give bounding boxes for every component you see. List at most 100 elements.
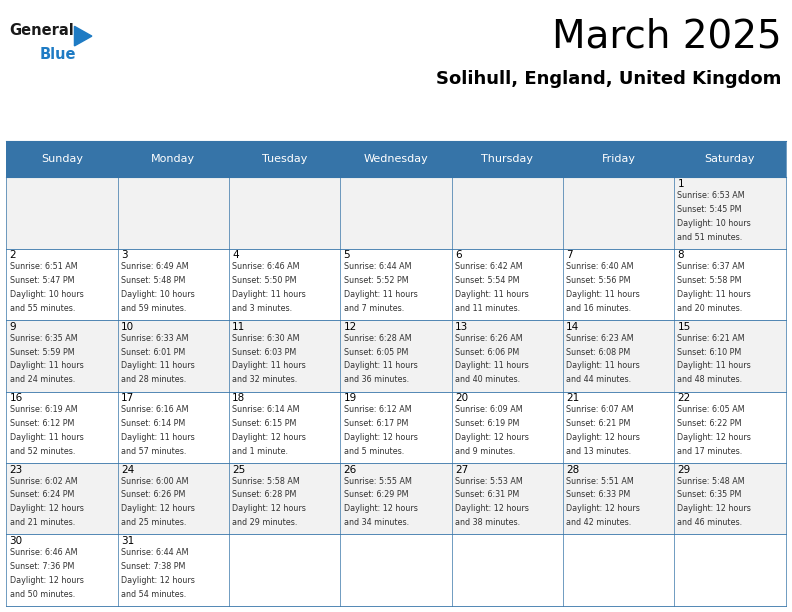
Text: and 59 minutes.: and 59 minutes. <box>121 304 186 313</box>
Text: Sunset: 6:22 PM: Sunset: 6:22 PM <box>677 419 742 428</box>
Text: and 40 minutes.: and 40 minutes. <box>455 375 520 384</box>
Text: 10: 10 <box>121 322 134 332</box>
Bar <box>118 534 229 606</box>
Text: and 52 minutes.: and 52 minutes. <box>10 447 75 456</box>
Bar <box>563 177 674 249</box>
Text: and 9 minutes.: and 9 minutes. <box>455 447 515 456</box>
Text: Sunset: 6:28 PM: Sunset: 6:28 PM <box>232 490 296 499</box>
Text: and 38 minutes.: and 38 minutes. <box>455 518 520 527</box>
Text: 22: 22 <box>677 393 691 403</box>
Text: Sunrise: 6:12 AM: Sunrise: 6:12 AM <box>344 405 411 414</box>
Text: Daylight: 11 hours: Daylight: 11 hours <box>455 290 528 299</box>
Text: Daylight: 12 hours: Daylight: 12 hours <box>455 504 529 513</box>
Text: Sunset: 6:12 PM: Sunset: 6:12 PM <box>10 419 74 428</box>
Text: Daylight: 12 hours: Daylight: 12 hours <box>121 576 195 584</box>
Text: 4: 4 <box>232 250 239 260</box>
Text: Sunrise: 6:51 AM: Sunrise: 6:51 AM <box>10 263 77 271</box>
Bar <box>118 320 229 392</box>
Text: Sunrise: 6:33 AM: Sunrise: 6:33 AM <box>121 334 188 343</box>
Text: Sunset: 6:31 PM: Sunset: 6:31 PM <box>455 490 519 499</box>
Bar <box>6 141 118 177</box>
Bar <box>229 249 341 320</box>
Bar <box>451 320 563 392</box>
Text: 20: 20 <box>455 393 468 403</box>
Text: Sunset: 6:10 PM: Sunset: 6:10 PM <box>677 348 742 357</box>
Text: Daylight: 12 hours: Daylight: 12 hours <box>10 576 83 584</box>
Text: Friday: Friday <box>602 154 636 164</box>
Text: Daylight: 12 hours: Daylight: 12 hours <box>677 433 752 442</box>
Text: Sunset: 5:56 PM: Sunset: 5:56 PM <box>566 276 630 285</box>
Text: Thursday: Thursday <box>482 154 533 164</box>
Bar <box>674 320 786 392</box>
Text: and 21 minutes.: and 21 minutes. <box>10 518 74 527</box>
Text: and 11 minutes.: and 11 minutes. <box>455 304 520 313</box>
Text: Sunrise: 6:16 AM: Sunrise: 6:16 AM <box>121 405 188 414</box>
Text: Daylight: 11 hours: Daylight: 11 hours <box>677 362 752 370</box>
Bar <box>674 463 786 534</box>
Text: 5: 5 <box>344 250 350 260</box>
Text: Sunset: 6:26 PM: Sunset: 6:26 PM <box>121 490 185 499</box>
Text: and 5 minutes.: and 5 minutes. <box>344 447 404 456</box>
Bar <box>451 249 563 320</box>
Text: Sunset: 6:24 PM: Sunset: 6:24 PM <box>10 490 74 499</box>
Text: Sunset: 6:08 PM: Sunset: 6:08 PM <box>566 348 630 357</box>
Text: Sunrise: 6:40 AM: Sunrise: 6:40 AM <box>566 263 634 271</box>
Text: Sunrise: 6:21 AM: Sunrise: 6:21 AM <box>677 334 745 343</box>
Text: Sunrise: 6:19 AM: Sunrise: 6:19 AM <box>10 405 77 414</box>
Text: 6: 6 <box>455 250 462 260</box>
Text: and 57 minutes.: and 57 minutes. <box>121 447 186 456</box>
Text: 14: 14 <box>566 322 580 332</box>
Bar <box>563 463 674 534</box>
Text: Sunset: 6:17 PM: Sunset: 6:17 PM <box>344 419 408 428</box>
Text: General: General <box>10 23 74 39</box>
Text: Daylight: 11 hours: Daylight: 11 hours <box>566 362 640 370</box>
Bar <box>341 320 451 392</box>
Bar <box>451 141 563 177</box>
Text: and 42 minutes.: and 42 minutes. <box>566 518 631 527</box>
Text: 25: 25 <box>232 465 246 474</box>
Text: and 51 minutes.: and 51 minutes. <box>677 233 743 242</box>
Text: Sunset: 5:59 PM: Sunset: 5:59 PM <box>10 348 74 357</box>
Bar <box>118 141 229 177</box>
Text: Sunset: 6:03 PM: Sunset: 6:03 PM <box>232 348 296 357</box>
Text: Daylight: 12 hours: Daylight: 12 hours <box>677 504 752 513</box>
Text: 9: 9 <box>10 322 16 332</box>
Text: and 48 minutes.: and 48 minutes. <box>677 375 743 384</box>
Text: and 28 minutes.: and 28 minutes. <box>121 375 186 384</box>
Text: and 16 minutes.: and 16 minutes. <box>566 304 631 313</box>
Bar <box>341 463 451 534</box>
Text: Daylight: 12 hours: Daylight: 12 hours <box>455 433 529 442</box>
Bar <box>118 392 229 463</box>
Text: 30: 30 <box>10 536 23 546</box>
Bar <box>6 320 118 392</box>
Text: Sunset: 6:05 PM: Sunset: 6:05 PM <box>344 348 408 357</box>
Text: and 44 minutes.: and 44 minutes. <box>566 375 631 384</box>
Text: Daylight: 12 hours: Daylight: 12 hours <box>10 504 83 513</box>
Text: Sunrise: 6:30 AM: Sunrise: 6:30 AM <box>232 334 299 343</box>
Text: Daylight: 11 hours: Daylight: 11 hours <box>344 290 417 299</box>
Text: Sunrise: 6:28 AM: Sunrise: 6:28 AM <box>344 334 411 343</box>
Text: Sunset: 5:48 PM: Sunset: 5:48 PM <box>121 276 185 285</box>
Text: Sunrise: 6:46 AM: Sunrise: 6:46 AM <box>232 263 299 271</box>
Text: and 1 minute.: and 1 minute. <box>232 447 288 456</box>
Bar <box>229 534 341 606</box>
Text: Daylight: 11 hours: Daylight: 11 hours <box>344 362 417 370</box>
Text: Sunrise: 5:55 AM: Sunrise: 5:55 AM <box>344 477 411 485</box>
Text: Sunrise: 6:42 AM: Sunrise: 6:42 AM <box>455 263 523 271</box>
Text: Daylight: 11 hours: Daylight: 11 hours <box>121 433 195 442</box>
Bar <box>563 320 674 392</box>
Bar <box>451 177 563 249</box>
Text: and 34 minutes.: and 34 minutes. <box>344 518 409 527</box>
Text: Sunrise: 6:14 AM: Sunrise: 6:14 AM <box>232 405 299 414</box>
Bar <box>341 177 451 249</box>
Text: Sunset: 7:38 PM: Sunset: 7:38 PM <box>121 562 185 571</box>
Text: March 2025: March 2025 <box>552 17 782 55</box>
Text: Tuesday: Tuesday <box>262 154 307 164</box>
Text: Sunrise: 6:07 AM: Sunrise: 6:07 AM <box>566 405 634 414</box>
Bar <box>229 320 341 392</box>
Bar <box>341 249 451 320</box>
Text: Sunset: 5:58 PM: Sunset: 5:58 PM <box>677 276 742 285</box>
Bar <box>118 249 229 320</box>
Text: Daylight: 12 hours: Daylight: 12 hours <box>121 504 195 513</box>
Bar <box>229 392 341 463</box>
